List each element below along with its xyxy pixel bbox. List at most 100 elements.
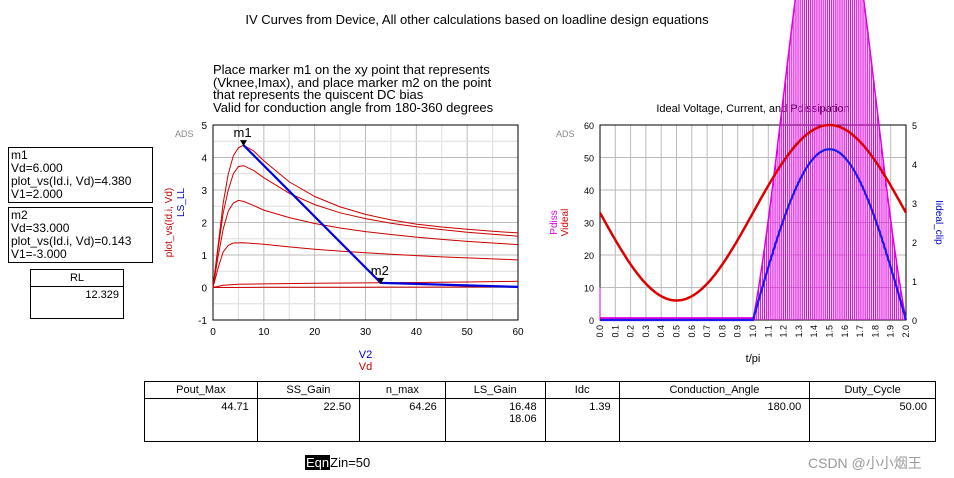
videal-series xyxy=(598,123,908,302)
chart-title: Ideal Voltage, Current, and Pdissipation xyxy=(656,103,849,115)
x-axis-label: t/pi xyxy=(746,353,761,365)
y-tick-label: -1 xyxy=(198,316,207,327)
x-tick-label: 10 xyxy=(258,327,270,338)
x-axis-label: V2 xyxy=(359,349,372,361)
ads-label: ADS xyxy=(556,129,575,139)
x-tick-label: 30 xyxy=(360,327,372,338)
cell-value: 22.50 xyxy=(323,401,351,413)
cell-ls-gain: 16.48 18.06 xyxy=(444,398,546,442)
plot-frame xyxy=(212,124,519,321)
marker-triangle xyxy=(377,277,385,284)
cell-value: 18.06 xyxy=(509,413,537,425)
cell-idc: 1.39 xyxy=(544,398,620,442)
marker-label: m1 xyxy=(234,125,252,140)
rl-table: RL 12.329 xyxy=(30,269,124,319)
instruction-line: Valid for conduction angle from 180-360 … xyxy=(213,99,494,115)
y-tick-label: 10 xyxy=(584,284,594,294)
cell-ss-gain: 22.50 xyxy=(256,398,360,442)
x-tick-label: 40 xyxy=(411,327,423,338)
marker-name: m1 xyxy=(11,148,28,162)
x-axis-label: Vd xyxy=(359,361,372,373)
y2-tick-label: 1 xyxy=(912,277,917,287)
x-tick-label: 1.7 xyxy=(855,325,865,338)
y2-tick-label: 3 xyxy=(912,199,917,209)
x-tick-label: 60 xyxy=(512,327,524,338)
y-axis-label: Pdiss xyxy=(549,210,560,234)
x-tick-label: 0.0 xyxy=(595,325,605,338)
y-tick-label: 40 xyxy=(584,186,594,196)
y-tick-label: 5 xyxy=(201,121,207,132)
col-header: Duty_Cycle xyxy=(809,381,936,399)
marker-name: m2 xyxy=(11,208,28,222)
y2-axis-label: Iideal_clip xyxy=(933,200,944,245)
cell-value: 64.26 xyxy=(409,401,437,413)
y2-tick-label: 5 xyxy=(912,121,917,131)
cell-value: 180.00 xyxy=(767,401,802,413)
marker-label: m2 xyxy=(371,263,389,278)
y-tick-label: 50 xyxy=(584,154,594,164)
cell-pout-max: 44.71 xyxy=(144,398,258,442)
x-tick-label: 2.0 xyxy=(901,325,911,338)
marker-line: Vd=33.000 xyxy=(11,221,70,235)
cell-n-max: 64.26 xyxy=(358,398,446,442)
instruction-line: that represents the quiscent DC bias xyxy=(213,87,424,102)
y-tick-label: 4 xyxy=(201,154,207,165)
x-tick-label: 1.3 xyxy=(794,325,804,338)
x-tick-label: 0.9 xyxy=(733,325,743,338)
col-header: SS_Gain xyxy=(256,381,360,399)
marker-line: V1=2.000 xyxy=(11,187,63,201)
x-tick-label: 0.8 xyxy=(717,325,727,338)
y-tick-label: 0 xyxy=(201,284,207,295)
y2-tick-label: 0 xyxy=(912,316,917,326)
y2-tick-label: 2 xyxy=(912,238,917,248)
x-tick-label: 0.6 xyxy=(687,325,697,338)
ads-label: ADS xyxy=(175,129,194,139)
instruction-line: (Vknee,Imax), and place marker m2 on the… xyxy=(213,74,492,90)
ideal-waveform-chart: 0.0 0.1 0.2 0.3 0.4 0.5 0.6 0.7 0.8 0.9 1.0 1.1 1.2 1… xyxy=(549,0,944,365)
col-header: Conduction_Angle xyxy=(618,381,811,399)
watermark: CSDN @小小烟王 xyxy=(808,455,922,471)
x-tick-label: 0.1 xyxy=(610,325,620,338)
cell-value: 16.48 xyxy=(509,401,537,413)
x-tick-label: 1.5 xyxy=(825,325,835,338)
x-tick-label: 0.2 xyxy=(626,325,636,338)
pdiss-envelope xyxy=(752,0,907,321)
page-title: IV Curves from Device, All other calcula… xyxy=(245,12,709,27)
x-tick-label: 0.3 xyxy=(641,325,651,338)
x-tick-label: 20 xyxy=(309,327,321,338)
y-tick-label: 1 xyxy=(201,251,207,262)
x-tick-label: 1.4 xyxy=(809,325,819,338)
marker-m2-readout[interactable]: m2 Vd=33.000 plot_vs(Id.i, Vd)=0.143 V1=… xyxy=(8,207,153,263)
x-tick-label: 50 xyxy=(462,327,474,338)
iv-curve-series xyxy=(212,280,519,288)
col-header: LS_Gain xyxy=(444,381,546,399)
y2-tick-label: 4 xyxy=(912,160,917,170)
marker-line: V1=-3.000 xyxy=(11,247,67,261)
y-tick-label: 0 xyxy=(589,316,594,326)
iideal-series xyxy=(600,148,908,322)
y-axis-label: Videal xyxy=(560,209,571,237)
results-table: Pout_Max SS_Gain n_max LS_Gain Idc Condu… xyxy=(144,381,936,442)
eqn-tag: Eqn xyxy=(305,455,331,470)
iv-curve-series xyxy=(212,199,519,288)
cell-value: 44.71 xyxy=(221,401,249,413)
marker-m1-readout[interactable]: m1 Vd=6.000 plot_vs(Id.i, Vd)=4.380 V1=2… xyxy=(8,147,153,203)
x-tick-label: 0.5 xyxy=(672,325,682,338)
cell-conduction-angle: 180.00 xyxy=(618,398,811,442)
x-tick-label: 1.9 xyxy=(886,325,896,338)
y-tick-label: 2 xyxy=(201,219,207,230)
col-header: Idc xyxy=(544,381,620,399)
y-tick-label: 30 xyxy=(584,219,594,229)
x-tick-label: 0.7 xyxy=(702,325,712,338)
iv-curve-series xyxy=(212,242,519,288)
x-tick-label: 0.4 xyxy=(656,325,666,338)
y-axis-label: plot_vs(Id.i, Vd) xyxy=(164,188,175,257)
cell-value: 50.00 xyxy=(899,401,927,413)
rl-value: 12.329 xyxy=(30,286,124,319)
cell-value: 1.39 xyxy=(589,401,611,413)
marker-line: plot_vs(Id.i, Vd)=4.380 xyxy=(11,174,132,188)
equation-block[interactable]: EqnZin=50 xyxy=(305,455,370,470)
marker-triangle xyxy=(240,140,247,147)
